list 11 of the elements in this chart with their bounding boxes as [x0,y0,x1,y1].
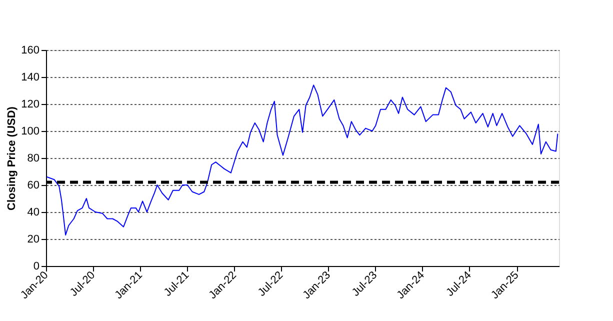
y-tick-label: 80 [27,152,40,164]
y-tick-label: 120 [21,98,40,110]
y-tick-label: 100 [21,126,40,138]
y-axis-title: Closing Price (USD) [6,106,18,210]
y-tick-label: 40 [27,206,40,218]
y-tick-label: 0 [33,260,40,272]
line-series [46,84,558,236]
y-tick-label: 20 [27,234,40,246]
y-tick-label: 140 [21,72,40,84]
y-tick-label: 160 [21,44,40,56]
y-tick-label: 60 [27,180,40,192]
